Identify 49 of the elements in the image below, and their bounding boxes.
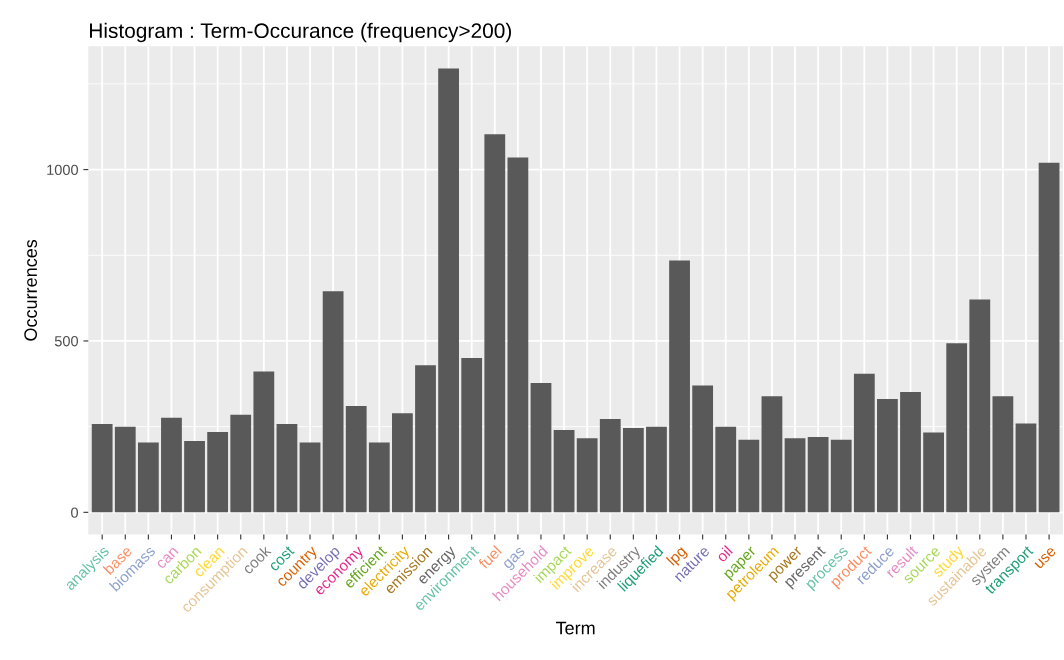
bar: [230, 414, 252, 513]
bar: [299, 442, 321, 513]
x-axis-title: Term: [555, 621, 595, 635]
bar: [992, 396, 1014, 513]
bar: [669, 260, 690, 513]
bar: [599, 419, 621, 513]
chart-title: Histogram : Term-Occurance (frequency>200): [90, 22, 511, 43]
bar: [738, 439, 760, 513]
bar: [646, 426, 667, 513]
y-tick-label: 0: [71, 507, 79, 518]
bar: [184, 441, 205, 513]
bar: [877, 398, 898, 513]
bar: [484, 134, 506, 513]
bar: [322, 291, 344, 513]
bar: [114, 426, 136, 513]
bar: [137, 442, 159, 513]
bar: [91, 423, 113, 513]
bar: [530, 383, 552, 513]
bar: [830, 439, 852, 513]
bar: [253, 371, 275, 513]
bar: [853, 373, 875, 513]
bar: [1015, 423, 1037, 513]
bar: [946, 343, 968, 513]
y-axis-title: Occurrences: [24, 239, 38, 341]
bar: [715, 426, 737, 513]
bar: [345, 406, 367, 513]
y-tick-label: 1000: [47, 164, 79, 176]
bar: [969, 299, 991, 513]
bar: [368, 442, 390, 513]
x-tick-label: use: [1034, 546, 1057, 569]
bar: [461, 358, 483, 513]
bar: [553, 430, 575, 513]
bar: [692, 385, 714, 513]
bar: [161, 417, 182, 513]
bar: [576, 438, 598, 513]
bar: [761, 396, 783, 513]
y-tick-label: 500: [54, 336, 79, 347]
bar: [1038, 162, 1060, 513]
bar: [784, 438, 806, 513]
bar: [900, 392, 921, 513]
bar: [622, 428, 644, 513]
bar: [392, 413, 413, 513]
bar: [807, 436, 829, 513]
bar: [507, 157, 529, 513]
bar: [276, 423, 298, 513]
bar: [438, 68, 459, 513]
bar: [207, 432, 229, 513]
bar: [923, 432, 944, 513]
bar: [415, 365, 436, 513]
